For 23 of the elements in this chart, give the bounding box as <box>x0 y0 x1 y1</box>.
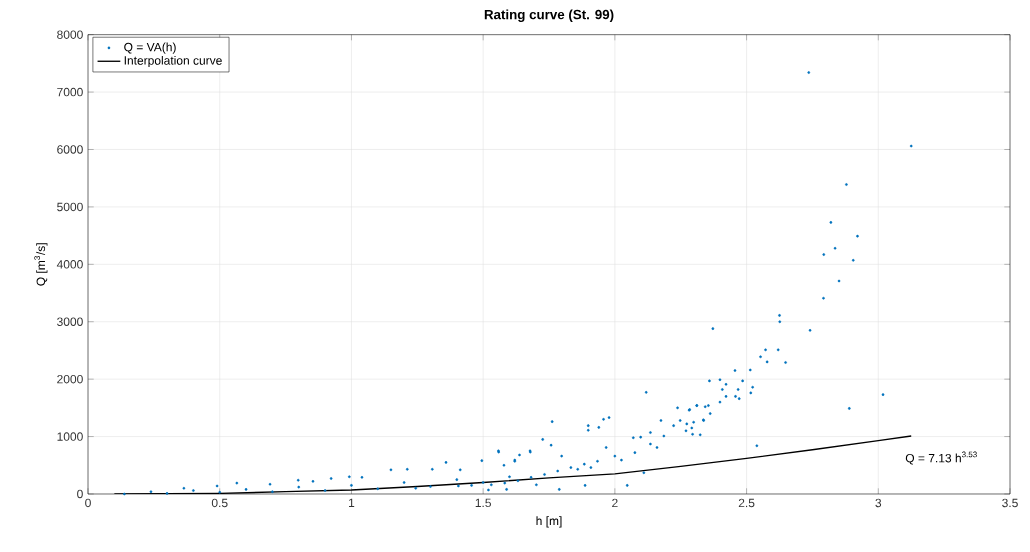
y-tick-label: 6000 <box>57 145 83 154</box>
legend-label: Interpolation curve <box>124 55 222 68</box>
chart-title: Rating curve (St. 99) <box>484 9 614 22</box>
x-tick-label: 0 <box>85 498 91 508</box>
x-tick-label: 3 <box>875 498 882 508</box>
y-tick-label: 3000 <box>57 317 83 326</box>
y-tick-label: 4000 <box>56 260 83 269</box>
y-tick-label: 0 <box>77 489 83 499</box>
x-tick-label: 1.5 <box>475 498 491 508</box>
x-tick-label: 2.5 <box>738 498 755 508</box>
x-tick-label: 3.5 <box>1002 498 1018 508</box>
annotation: Q = 7.13 h$^{3.53}$ <box>905 451 977 465</box>
y-tick-label: 5000 <box>57 202 83 212</box>
y-tick-label: 7000 <box>57 87 83 97</box>
x-tick-label: 1 <box>349 498 355 507</box>
legend-label: Q = VA(h) <box>124 42 176 54</box>
y-tick-label: 2000 <box>57 374 83 384</box>
x-tick-label: 2 <box>612 498 618 508</box>
y-tick-label: 8000 <box>57 30 83 39</box>
x-tick-label: 0.5 <box>211 498 228 508</box>
x-axis-title: h [m] <box>536 516 562 528</box>
y-axis-title: Q [m$^{3}$/s] <box>34 243 48 286</box>
y-tick-label: 1000 <box>57 432 83 441</box>
